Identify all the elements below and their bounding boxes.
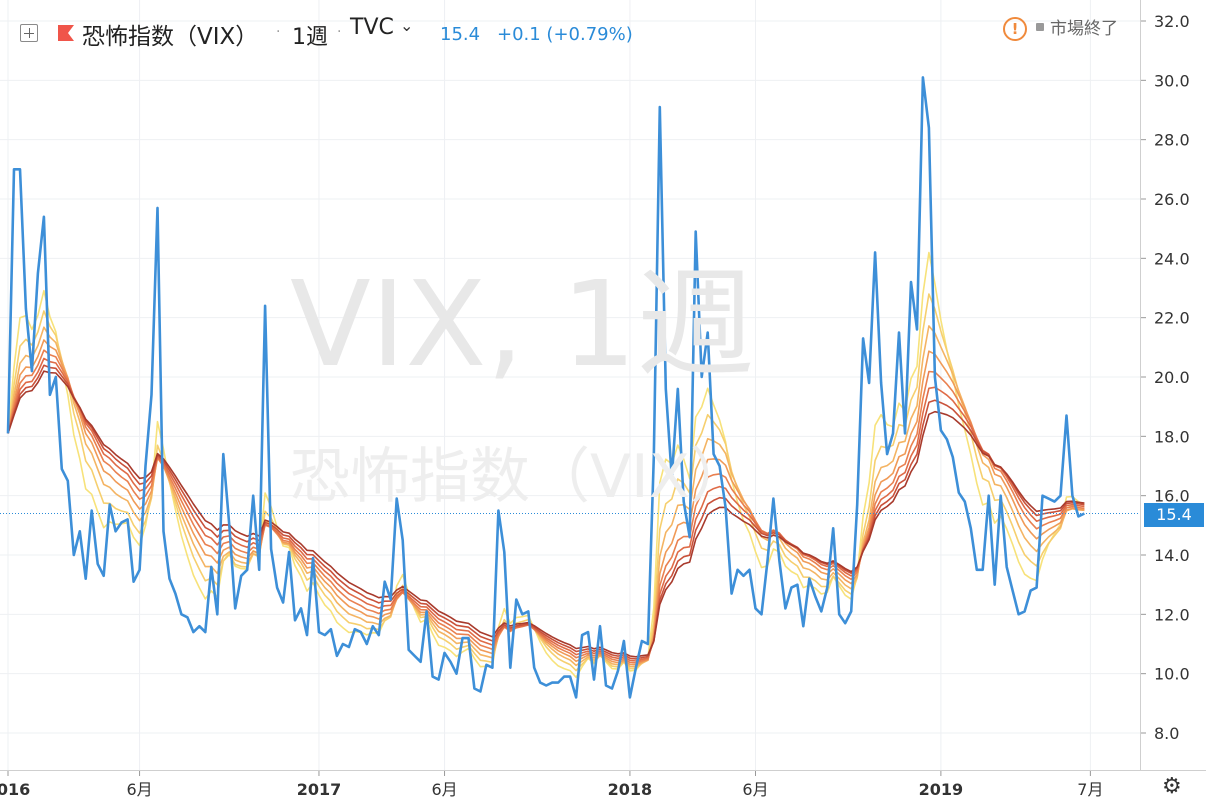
interval-label[interactable]: 1週 [292, 25, 328, 50]
ribbon-ema-line [7, 357, 1085, 662]
x-tick-label: 7月 [1077, 780, 1103, 799]
ribbon-ema-line [7, 370, 1085, 658]
x-tick-label: 2018 [608, 780, 653, 799]
last-price: 15.4 [440, 24, 481, 45]
symbol-title[interactable]: 恐怖指数（VIX） [82, 24, 259, 50]
y-tick-label: 10.0 [1154, 665, 1190, 684]
y-tick-label: 26.0 [1154, 190, 1190, 209]
ribbon-ema-line [7, 325, 1085, 668]
y-tick-label: 22.0 [1154, 309, 1190, 328]
x-tick-label: 6月 [126, 780, 152, 799]
y-tick-label: 30.0 [1154, 71, 1190, 90]
ribbon-ema-line [7, 339, 1085, 666]
y-tick-label: 32.0 [1154, 12, 1190, 31]
x-tick-label: 6月 [431, 780, 457, 799]
market-status-dot [1036, 23, 1044, 31]
plot-area[interactable] [0, 0, 1140, 770]
gear-icon[interactable]: ⚙ [1162, 774, 1182, 799]
chevron-down-icon[interactable]: ⌄ [400, 16, 414, 35]
ribbon-ema-line [7, 364, 1085, 660]
time-axis[interactable]: 2016 6月 2017 6月 2018 6月 2019 7月 [0, 770, 1206, 805]
last-price-tag: 15.4 [1144, 503, 1204, 527]
y-tick-label: 8.0 [1154, 724, 1179, 743]
market-status: 市場終了 [1050, 19, 1118, 39]
legend-header: 恐怖指数（VIX） · 1週 · TVC ⌄ 15.4 +0.1 (+0.79%… [0, 0, 1140, 64]
separator-dot: · [276, 24, 281, 40]
y-tick-label: 18.0 [1154, 427, 1190, 446]
x-tick-label: 6月 [742, 780, 768, 799]
y-tick-label: 12.0 [1154, 605, 1190, 624]
watermark-name: 恐怖指数（VIX） [290, 442, 750, 512]
x-tick-label: 2017 [297, 780, 342, 799]
x-tick-label: 2019 [919, 780, 964, 799]
y-tick-label: 16.0 [1154, 487, 1190, 506]
separator-dot: · [337, 24, 342, 40]
price-axis[interactable]: 8.0 10.0 12.0 14.0 16.0 18.0 20.0 22.0 24.0 26.0 2… [1140, 0, 1206, 804]
vix-price-line [6, 76, 1085, 699]
watermark-symbol: VIX, 1週 [290, 255, 755, 393]
ribbon-ema-line [7, 349, 1085, 664]
price-change: +0.1 (+0.79%) [497, 24, 633, 45]
exchange-label[interactable]: TVC [350, 15, 394, 40]
y-tick-label: 24.0 [1154, 249, 1190, 268]
plus-square-icon[interactable] [20, 24, 38, 42]
warning-icon[interactable]: ! [1003, 17, 1027, 41]
y-tick-label: 20.0 [1154, 368, 1190, 387]
x-tick-label: 2016 [0, 780, 30, 799]
y-tick-label: 28.0 [1154, 131, 1190, 150]
y-tick-label: 14.0 [1154, 546, 1190, 565]
flag-icon[interactable] [58, 25, 74, 41]
